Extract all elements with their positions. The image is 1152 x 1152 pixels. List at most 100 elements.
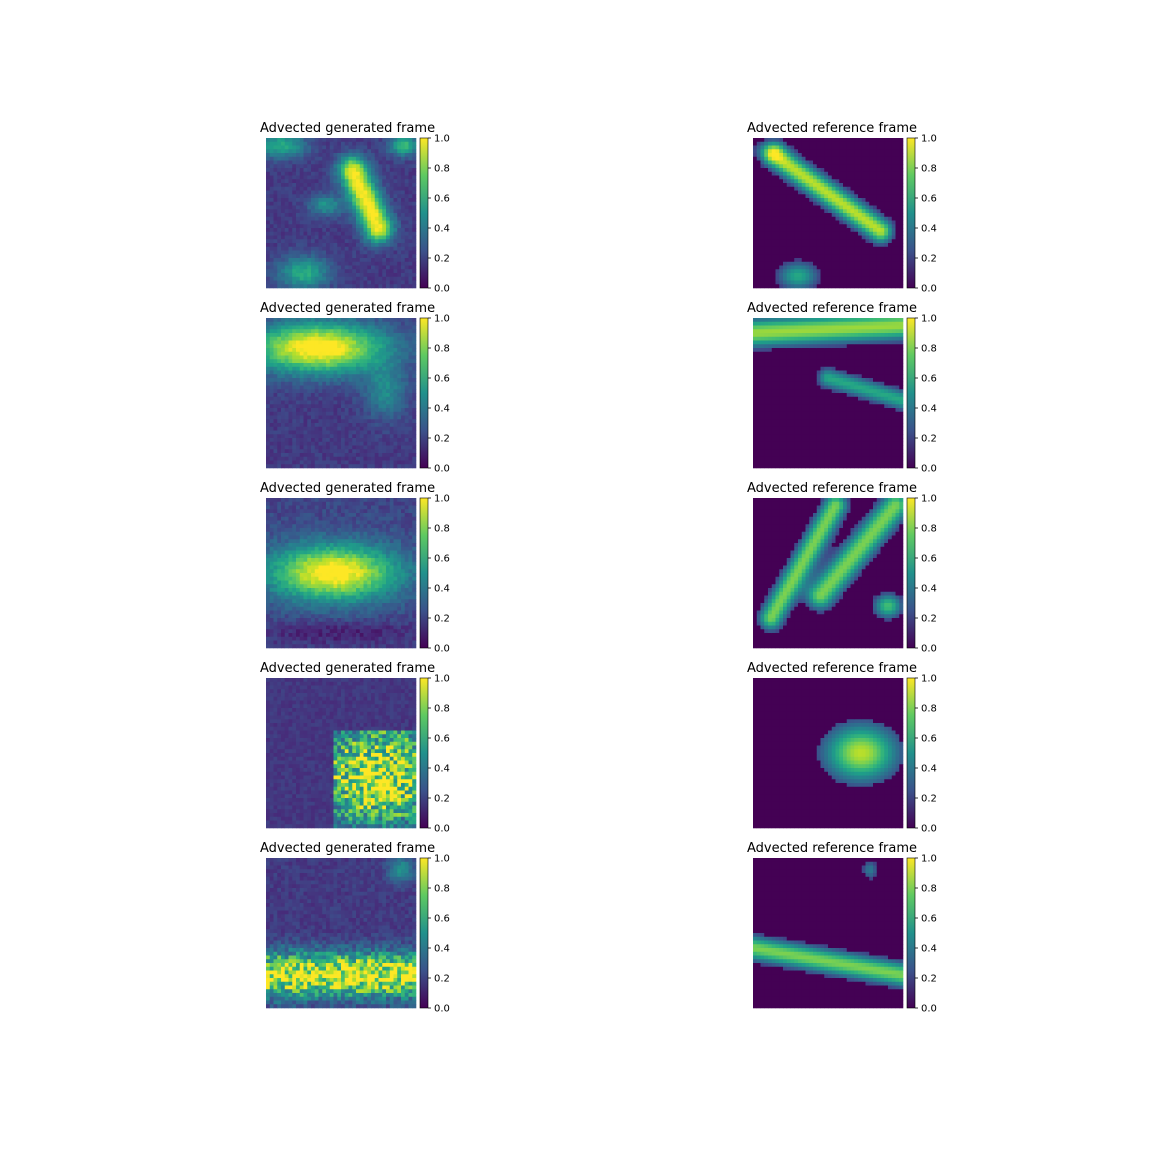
heatmap-cell <box>281 337 285 341</box>
heatmap-cell <box>300 179 304 183</box>
heatmap-cell <box>888 172 892 176</box>
heatmap-cell <box>832 228 836 232</box>
heatmap-cell <box>394 382 398 386</box>
heatmap-cell <box>764 356 768 360</box>
heatmap-cell <box>412 243 416 247</box>
heatmap-cell <box>285 254 289 258</box>
heatmap-cell <box>345 269 349 273</box>
heatmap-cell <box>367 262 371 266</box>
heatmap-cell <box>360 341 364 345</box>
heatmap-cell <box>266 164 270 168</box>
heatmap-cell <box>832 176 836 180</box>
heatmap-cell <box>364 341 368 345</box>
heatmap-cell <box>319 344 323 348</box>
heatmap-cell <box>266 138 270 142</box>
heatmap-cell <box>315 329 319 333</box>
heatmap-cell <box>397 457 401 461</box>
heatmap-cell <box>270 164 274 168</box>
heatmap-cell <box>397 284 401 288</box>
heatmap-cell <box>274 213 278 217</box>
heatmap-cell <box>821 183 825 187</box>
heatmap-cell <box>832 266 836 270</box>
heatmap-cell <box>322 232 326 236</box>
heatmap-cell <box>401 341 405 345</box>
heatmap-cell <box>757 273 761 277</box>
heatmap-cell <box>412 224 416 228</box>
heatmap-cell <box>382 352 386 356</box>
heatmap-cell <box>779 232 783 236</box>
heatmap-cell <box>349 404 353 408</box>
heatmap-cell <box>379 401 383 405</box>
heatmap-cell <box>326 404 330 408</box>
heatmap-cell <box>892 213 896 217</box>
heatmap-cell <box>390 423 394 427</box>
heatmap-cell <box>397 367 401 371</box>
heatmap-cell <box>277 194 281 198</box>
heatmap-cell <box>401 149 405 153</box>
heatmap-cell <box>307 251 311 255</box>
heatmap-cell <box>367 333 371 337</box>
heatmap-cell <box>791 209 795 213</box>
heatmap-cell <box>761 176 765 180</box>
heatmap-cell <box>281 157 285 161</box>
heatmap-cell <box>866 213 870 217</box>
heatmap-cell <box>768 198 772 202</box>
heatmap-cell <box>761 431 765 435</box>
heatmap-cell <box>345 359 349 363</box>
heatmap-cell <box>322 322 326 326</box>
heatmap-cell <box>397 318 401 322</box>
heatmap-cell <box>884 161 888 165</box>
heatmap-cell <box>345 157 349 161</box>
heatmap-cell <box>832 194 836 198</box>
heatmap-cell <box>296 258 300 262</box>
heatmap-cell <box>881 194 885 198</box>
heatmap-cell <box>409 168 413 172</box>
heatmap-cell <box>761 374 765 378</box>
heatmap-cell <box>397 341 401 345</box>
heatmap-cell <box>371 374 375 378</box>
heatmap-cell <box>888 198 892 202</box>
heatmap-cell <box>371 273 375 277</box>
heatmap-cell <box>334 224 338 228</box>
heatmap-cell <box>832 239 836 243</box>
heatmap-cell <box>307 217 311 221</box>
heatmap-cell <box>322 228 326 232</box>
heatmap-cell <box>858 194 862 198</box>
heatmap-cell <box>341 333 345 337</box>
heatmap-cell <box>349 213 353 217</box>
heatmap-cell <box>854 217 858 221</box>
heatmap-cell <box>334 322 338 326</box>
heatmap-cell <box>300 176 304 180</box>
heatmap-cell <box>337 187 341 191</box>
heatmap-cell <box>836 191 840 195</box>
heatmap-cell <box>798 266 802 270</box>
heatmap-cell <box>300 337 304 341</box>
heatmap-cell <box>304 284 308 288</box>
heatmap-cell <box>851 284 855 288</box>
heatmap-cell <box>315 419 319 423</box>
heatmap-cell <box>409 157 413 161</box>
heatmap-cell <box>397 382 401 386</box>
heatmap-cell <box>839 176 843 180</box>
heatmap-cell <box>757 236 761 240</box>
heatmap-cell <box>364 438 368 442</box>
heatmap-cell <box>379 356 383 360</box>
heatmap-cell <box>401 386 405 390</box>
heatmap-cell <box>757 318 761 322</box>
heatmap-cell <box>311 434 315 438</box>
heatmap-cell <box>375 344 379 348</box>
heatmap-cell <box>300 412 304 416</box>
heatmap-cell <box>292 318 296 322</box>
heatmap-cell <box>300 239 304 243</box>
heatmap-cell <box>375 461 379 465</box>
heatmap-cell <box>397 243 401 247</box>
heatmap-cell <box>791 236 795 240</box>
heatmap-cell <box>356 236 360 240</box>
heatmap-cell <box>371 277 375 281</box>
heatmap-cell <box>375 247 379 251</box>
heatmap-cell <box>266 408 270 412</box>
heatmap-cell <box>405 367 409 371</box>
heatmap-cell <box>300 389 304 393</box>
heatmap-cell <box>289 404 293 408</box>
heatmap-cell <box>285 423 289 427</box>
